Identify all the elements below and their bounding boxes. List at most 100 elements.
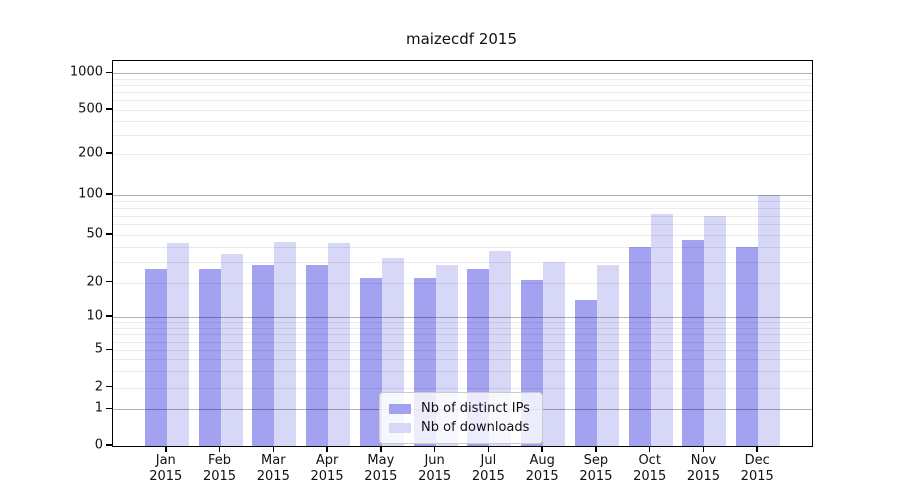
bar-nb-of-distinct-ips-dec [736,246,759,446]
x-tick [218,446,221,452]
gridline-major [113,73,812,75]
x-tick [326,446,328,452]
gridline-minor [113,334,812,336]
x-tick [380,446,382,452]
gridline-minor [113,371,812,373]
chart-title: maizecdf 2015 [405,30,518,48]
bar-nb-of-downloads-sep [596,265,619,446]
gridline-minor [113,92,812,94]
gridline-minor [113,261,812,263]
gridline-minor [113,322,812,324]
gridline-minor [113,327,812,329]
y-tick [106,152,112,154]
legend-swatch-downloads-icon [389,422,411,433]
gridline-minor [113,100,812,102]
y-tick-label: 10 [86,308,103,324]
y-tick [106,385,112,388]
gridline-minor [113,85,812,87]
legend-label-distinct-ips: Nb of distinct IPs [421,401,530,416]
y-tick [106,348,112,351]
x-tick-label: Sep 2015 [579,453,613,484]
gridline-minor [113,224,812,226]
y-tick-label: 50 [86,226,103,242]
bar-nb-of-distinct-ips-oct [628,246,651,446]
y-tick-label: 2 [94,379,103,395]
x-tick-label: Mar 2015 [256,453,290,484]
bar-nb-of-downloads-feb [220,253,243,446]
grid-layer [113,61,812,446]
legend: Nb of distinct IPs Nb of downloads [379,392,543,444]
y-tick [106,407,112,410]
x-tick [165,446,167,452]
bar-nb-of-downloads-mar [274,241,297,446]
x-tick-label: Aug 2015 [525,453,559,484]
gridline-minor [113,246,812,248]
x-tick-label: Jul 2015 [471,453,505,484]
y-tick-label: 100 [78,186,103,202]
bar-nb-of-downloads-aug [543,261,566,446]
y-tick [106,233,112,235]
bar-nb-of-distinct-ips-nov [682,240,705,446]
y-tick-label: 500 [78,101,103,117]
gridline-minor [113,387,812,389]
bar-nb-of-downloads-apr [328,242,351,446]
legend-swatch-distinct-ips-icon [389,403,411,414]
y-tick [106,444,112,446]
bar-nb-of-distinct-ips-feb [198,269,221,446]
gridline-minor [113,282,812,284]
bar-nb-of-distinct-ips-may [359,277,382,446]
x-tick-label: May 2015 [364,453,398,484]
bar-nb-of-downloads-jan [166,242,189,446]
y-tick [106,193,112,195]
x-tick-label: Apr 2015 [310,453,344,484]
x-tick [756,446,758,452]
gridline-minor [113,207,812,209]
bar-nb-of-distinct-ips-mar [252,265,275,446]
gridline-minor [113,110,812,111]
bar-nb-of-downloads-dec [758,195,781,446]
x-tick [595,446,597,452]
legend-row-distinct-ips: Nb of distinct IPs [389,399,533,418]
y-tick-label: 1000 [69,64,103,80]
y-tick [106,108,112,110]
bar-nb-of-downloads-nov [704,215,727,446]
gridline-minor [113,341,812,343]
gridline-major [113,195,812,197]
legend-label-downloads: Nb of downloads [421,420,530,435]
gridline-minor [113,350,812,352]
y-tick [106,280,112,283]
plot-area [112,60,813,447]
gridline-minor [113,154,812,156]
x-tick [702,446,705,452]
y-tick-label: 1 [94,400,103,416]
legend-row-downloads: Nb of downloads [389,418,533,437]
gridline-minor [113,215,812,217]
x-tick [433,446,436,452]
x-tick-label: Dec 2015 [740,453,774,484]
y-tick-label: 200 [78,145,103,161]
x-tick-label: Jan 2015 [149,453,183,484]
x-tick [648,446,651,452]
bar-nb-of-distinct-ips-jan [144,269,167,446]
gridline-minor [113,78,812,80]
gridline-minor [113,134,812,136]
y-tick-label: 20 [86,274,103,290]
x-tick [487,446,490,452]
x-tick-label: Jun 2015 [418,453,452,484]
gridline-minor [113,120,812,122]
bar-nb-of-distinct-ips-sep [574,300,597,446]
bar-nb-of-distinct-ips-apr [306,265,329,446]
gridline-minor [113,234,812,236]
bar-nb-of-downloads-oct [650,213,673,446]
x-tick-label: Oct 2015 [633,453,667,484]
gridline-major [113,316,812,318]
gridline-minor [113,201,812,203]
gridline-minor [113,359,812,361]
x-tick-label: Nov 2015 [686,453,720,484]
x-tick [541,446,543,452]
y-tick [106,315,112,317]
y-tick-label: 0 [94,437,103,453]
x-tick [272,446,275,452]
x-tick-label: Feb 2015 [202,453,237,484]
